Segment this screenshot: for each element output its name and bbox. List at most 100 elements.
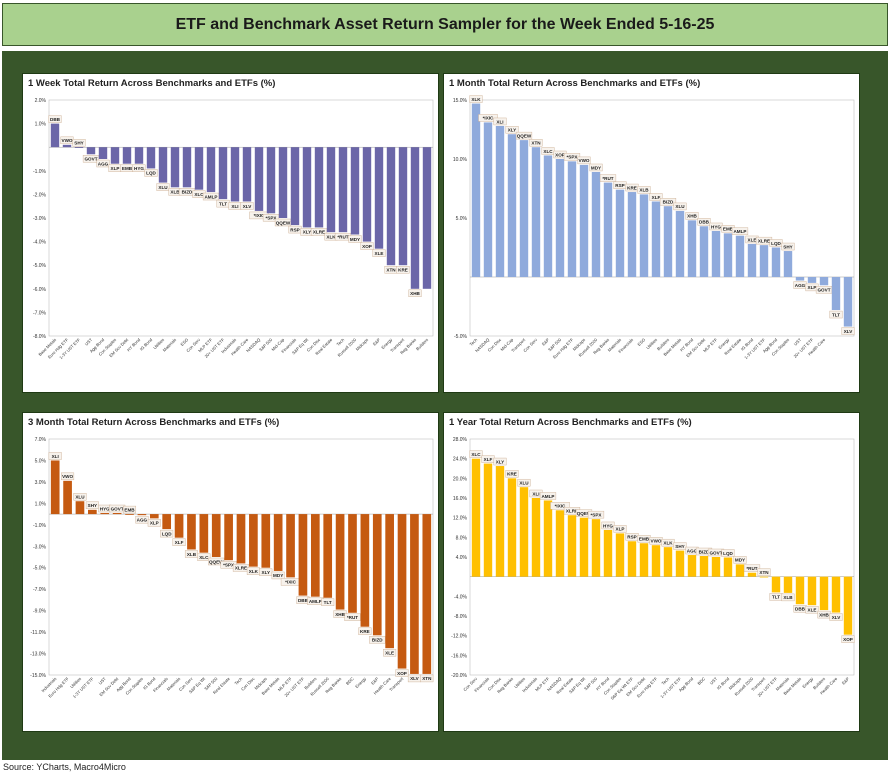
data-label-box	[396, 265, 410, 274]
category-label: Energy	[354, 676, 368, 690]
bar	[74, 147, 84, 148]
data-label: XLB	[639, 188, 649, 193]
data-label-box	[493, 457, 507, 466]
data-label: EMB	[124, 507, 135, 512]
bar	[137, 514, 147, 516]
y-tick-label: -8.0%	[33, 334, 47, 340]
data-label: XOP	[397, 671, 407, 676]
bar	[122, 147, 132, 164]
y-tick-label: 8.0%	[456, 535, 468, 541]
category-label: Con Serv	[522, 337, 539, 354]
data-label-box	[829, 613, 843, 621]
page-title: ETF and Benchmark Asset Return Sampler f…	[175, 15, 715, 33]
bar	[531, 147, 541, 277]
data-label: HYG	[603, 523, 613, 528]
category-label: E&P	[541, 337, 551, 347]
bar	[266, 147, 276, 214]
data-label: QQEW	[209, 559, 224, 564]
data-label-box	[360, 242, 374, 250]
data-label: XLRE	[566, 509, 578, 514]
data-label: KRE	[360, 629, 370, 634]
bar	[374, 147, 384, 249]
bar	[711, 557, 721, 577]
bar	[323, 514, 333, 598]
category-label: BDC	[696, 676, 706, 686]
bar	[62, 144, 72, 148]
data-label-box	[408, 289, 422, 298]
data-label-box	[659, 197, 677, 206]
category-label: E&P	[372, 337, 382, 347]
bar	[783, 251, 793, 277]
bar	[735, 235, 745, 277]
data-label: XLC	[471, 452, 481, 457]
bar	[819, 277, 829, 286]
data-label: LQD	[771, 241, 781, 246]
bar	[627, 541, 637, 577]
data-label: GOVT	[817, 288, 830, 293]
data-label: XLE	[385, 650, 394, 655]
data-label: GOVT	[84, 157, 97, 162]
data-label-box	[697, 218, 711, 226]
bar	[663, 547, 673, 577]
bar	[310, 514, 320, 597]
bar	[759, 576, 769, 578]
data-label-box	[841, 635, 855, 643]
data-label-box	[172, 538, 186, 546]
data-label: MDY	[273, 573, 283, 578]
data-label: *RUT	[347, 615, 358, 620]
chart-panel-1-month: 1 Month Total Return Across Benchmarks a…	[443, 73, 860, 393]
data-label-box	[757, 568, 771, 576]
data-label: TLT	[832, 312, 840, 317]
bar	[483, 463, 493, 577]
data-label-box	[160, 529, 174, 538]
bar	[236, 514, 246, 564]
data-label: *IXIC	[483, 116, 494, 121]
data-label: XHB	[335, 612, 345, 617]
data-label-box	[649, 193, 663, 201]
bar	[206, 147, 216, 193]
bar	[555, 510, 565, 577]
y-tick-label: -11.0%	[31, 630, 47, 636]
data-label: HYG	[100, 506, 110, 511]
data-label-box	[493, 117, 507, 126]
category-label: Midcaps	[355, 337, 370, 352]
bar	[531, 498, 541, 577]
bar	[385, 514, 394, 649]
bar	[224, 514, 233, 561]
bar	[362, 147, 372, 242]
bar	[747, 243, 757, 277]
data-label: XLE	[808, 607, 817, 612]
data-label-box	[529, 138, 543, 147]
category-label: Tech	[335, 337, 345, 347]
bar	[110, 147, 120, 164]
data-label: XLF	[652, 195, 661, 200]
bar	[298, 514, 308, 596]
data-label: KRE	[398, 268, 408, 273]
category-label: Tech	[660, 676, 670, 686]
bar	[819, 576, 829, 611]
data-label: *IXIC	[555, 504, 566, 509]
y-tick-label: -7.0%	[33, 310, 47, 316]
bar	[88, 509, 97, 515]
category-label: Transport	[388, 676, 405, 693]
bar	[286, 514, 295, 578]
bar	[831, 576, 841, 613]
data-label: XLY	[496, 459, 505, 464]
bar	[651, 201, 661, 277]
y-tick-label: -4.0%	[454, 594, 468, 600]
data-label-box	[781, 242, 795, 251]
bar	[410, 147, 420, 289]
data-label: QQEW	[276, 220, 291, 225]
data-label: XLRE	[313, 230, 325, 235]
data-label: *RUT	[746, 566, 757, 571]
data-label: XLE	[748, 237, 757, 242]
bar	[591, 171, 601, 277]
data-label: XLRE	[758, 238, 770, 243]
y-tick-label: 28.0%	[453, 437, 468, 443]
bar	[675, 550, 685, 577]
bar	[290, 147, 300, 226]
data-label-box	[369, 636, 386, 644]
data-label-box	[156, 183, 170, 191]
y-tick-label: -8.0%	[454, 614, 468, 620]
data-label: XLF	[175, 540, 184, 545]
